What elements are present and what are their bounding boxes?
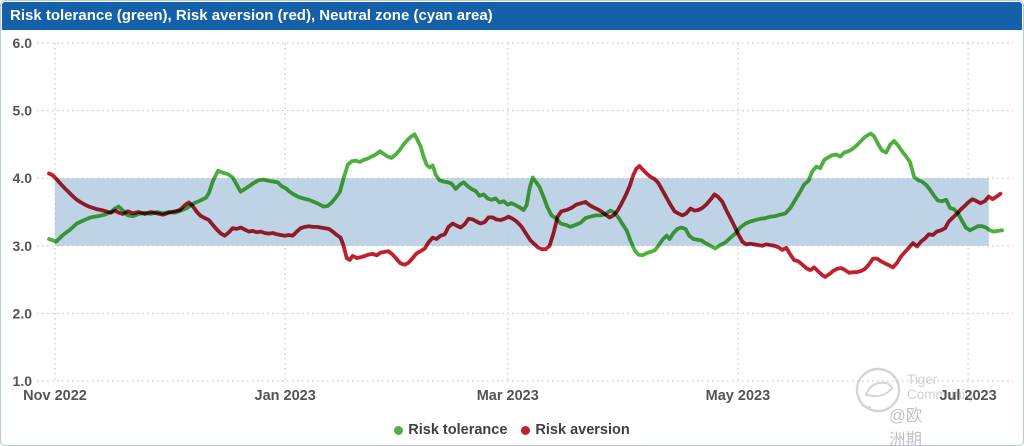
y-axis-label: 6.0 [13, 35, 33, 51]
x-axis-label: Jan 2023 [255, 388, 316, 404]
x-axis-label: Jul 2023 [939, 388, 996, 404]
legend-label: Risk aversion [535, 422, 630, 438]
y-axis-label: 3.0 [13, 238, 33, 254]
risk-tolerance-line [47, 131, 1004, 258]
x-axis-label: Mar 2023 [477, 388, 539, 404]
risk-aversion-line [47, 164, 1003, 279]
watermark-handle-text: @欧洲期货交易所Eurex [889, 407, 923, 446]
y-axis-label: 4.0 [13, 170, 33, 186]
chart-title: Risk tolerance (green), Risk aversion (r… [10, 7, 493, 24]
y-axis-label: 1.0 [13, 373, 33, 389]
tiger-logo-icon [855, 367, 901, 413]
x-axis-label: May 2023 [706, 388, 771, 404]
risk-tolerance-dot-icon [394, 425, 404, 435]
legend-label: Risk tolerance [408, 422, 508, 438]
chart-title-bar: Risk tolerance (green), Risk aversion (r… [2, 2, 1022, 30]
x-axis-label: Nov 2022 [23, 388, 87, 404]
legend-item-risk-tolerance[interactable]: Risk tolerance [394, 422, 507, 438]
legend-item-risk-aversion[interactable]: Risk aversion [521, 422, 630, 438]
y-axis-label: 2.0 [13, 305, 33, 321]
y-axis-label: 5.0 [13, 103, 33, 119]
watermark-brand-text: Tiger Community [907, 372, 976, 402]
chart-legend: Risk tolerance Risk aversion [1, 422, 1023, 438]
risk-aversion-dot-icon [521, 425, 531, 435]
